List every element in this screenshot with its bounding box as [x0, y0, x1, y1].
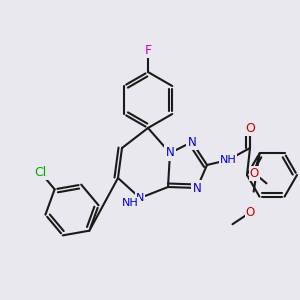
- Text: F: F: [144, 44, 152, 56]
- Text: O: O: [245, 122, 255, 134]
- Text: N: N: [166, 146, 174, 160]
- Text: O: O: [250, 167, 259, 180]
- Text: N: N: [193, 182, 201, 194]
- Text: N: N: [188, 136, 196, 148]
- Text: O: O: [246, 206, 255, 219]
- Text: NH: NH: [220, 155, 236, 165]
- Text: N: N: [136, 193, 144, 203]
- Text: Cl: Cl: [34, 166, 46, 179]
- Text: NH: NH: [122, 198, 138, 208]
